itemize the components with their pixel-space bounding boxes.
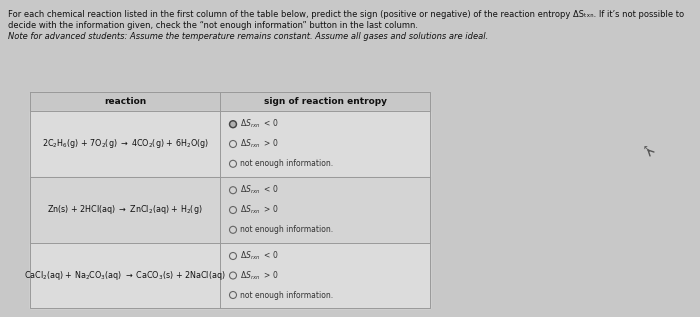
- Text: $\Delta S_{rxn}$  < 0: $\Delta S_{rxn}$ < 0: [240, 250, 279, 262]
- Text: $\Delta S_{rxn}$  < 0: $\Delta S_{rxn}$ < 0: [240, 184, 279, 197]
- Text: For each chemical reaction listed in the first column of the table below, predic: For each chemical reaction listed in the…: [8, 10, 684, 19]
- Bar: [30, 243, 430, 308]
- Text: Zn(s) + 2HCl(aq) $\rightarrow$ ZnCl$_2$(aq) + H$_2$(g): Zn(s) + 2HCl(aq) $\rightarrow$ ZnCl$_2$(…: [47, 204, 203, 217]
- Text: sign of reaction entropy: sign of reaction entropy: [263, 97, 386, 106]
- Bar: [30, 177, 430, 243]
- Text: $\Delta S_{rxn}$  > 0: $\Delta S_{rxn}$ > 0: [240, 138, 279, 150]
- Bar: [30, 111, 430, 177]
- Bar: [30, 92, 430, 111]
- Text: reaction: reaction: [104, 97, 146, 106]
- Circle shape: [231, 122, 235, 126]
- Text: Note for advanced students: Assume the temperature remains constant. Assume all : Note for advanced students: Assume the t…: [8, 32, 489, 41]
- Text: not enough information.: not enough information.: [240, 225, 333, 234]
- Text: ↖: ↖: [643, 144, 651, 154]
- Circle shape: [230, 121, 237, 128]
- Text: not enough information.: not enough information.: [240, 290, 333, 300]
- Text: decide with the information given, check the “not enough information” button in : decide with the information given, check…: [8, 21, 418, 30]
- Text: $\Delta S_{rxn}$  > 0: $\Delta S_{rxn}$ > 0: [240, 269, 279, 282]
- Text: $\Delta S_{rxn}$  < 0: $\Delta S_{rxn}$ < 0: [240, 118, 279, 131]
- Bar: [30, 92, 430, 308]
- Text: 2C$_2$H$_6$(g) + 7O$_2$(g) $\rightarrow$ 4CO$_2$(g) + 6H$_2$O(g): 2C$_2$H$_6$(g) + 7O$_2$(g) $\rightarrow$…: [41, 138, 209, 151]
- Text: $\Delta S_{rxn}$  > 0: $\Delta S_{rxn}$ > 0: [240, 204, 279, 216]
- Text: CaCl$_2$(aq) + Na$_2$CO$_3$(aq) $\rightarrow$ CaCO$_3$(s) + 2NaCl(aq): CaCl$_2$(aq) + Na$_2$CO$_3$(aq) $\righta…: [25, 269, 226, 282]
- Text: not enough information.: not enough information.: [240, 159, 333, 168]
